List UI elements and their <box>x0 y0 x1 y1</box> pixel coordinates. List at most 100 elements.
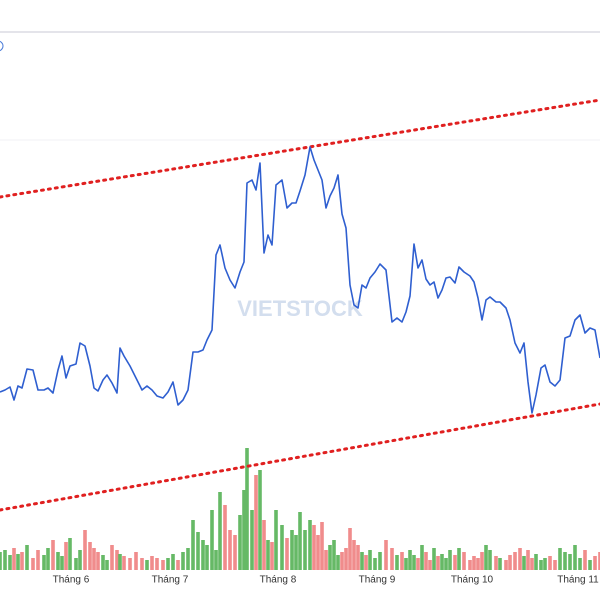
volume-bar <box>583 550 587 570</box>
volume-bar <box>344 548 348 570</box>
volume-bar <box>476 558 480 570</box>
volume-bar <box>436 556 440 570</box>
volume-bar <box>498 558 502 570</box>
volume-bar <box>440 554 444 570</box>
volume-bar <box>553 560 557 570</box>
volume-bar <box>25 545 29 570</box>
trend-line <box>0 402 600 512</box>
volume-bar <box>51 540 55 570</box>
volume-bar <box>134 552 138 570</box>
volume-bar <box>558 548 562 570</box>
volume-bar <box>468 560 472 570</box>
volume-bar <box>539 560 543 570</box>
x-tick-label: Tháng 6 <box>53 575 90 586</box>
volume-bar <box>384 540 388 570</box>
volume-bar <box>60 556 64 570</box>
volume-bar <box>3 550 7 570</box>
volume-bar <box>390 548 394 570</box>
volume-bar <box>171 554 175 570</box>
volume-bar <box>563 552 567 570</box>
volume-bar <box>420 545 424 570</box>
volume-bar <box>504 560 508 570</box>
volume-bar <box>0 552 2 570</box>
volume-bar <box>122 556 126 570</box>
x-tick-label: Tháng 11 <box>557 575 599 586</box>
volume-bar <box>432 548 436 570</box>
volume-bar <box>155 558 159 570</box>
volume-bar <box>68 538 72 570</box>
volume-bar <box>145 560 149 570</box>
volume-bar <box>324 550 328 570</box>
volume-bar <box>494 556 498 570</box>
volume-bar <box>196 532 200 570</box>
volume-bar <box>352 540 356 570</box>
volume-bar <box>428 560 432 570</box>
volume-bar <box>56 552 60 570</box>
volume-bar <box>412 555 416 570</box>
volume-bar <box>92 548 96 570</box>
volume-bar <box>360 552 364 570</box>
volume-bar <box>166 558 170 570</box>
volume-bar <box>312 525 316 570</box>
volume-bar <box>588 560 592 570</box>
volume-bar <box>480 552 484 570</box>
volume-bar <box>42 555 46 570</box>
volume-bar <box>472 556 476 570</box>
volume-bar <box>115 550 119 570</box>
volume-bar <box>223 505 227 570</box>
volume-bar <box>258 470 262 570</box>
volume-bar <box>513 552 517 570</box>
volume-bar <box>233 535 237 570</box>
volume-bar <box>270 542 274 570</box>
volume-bar <box>424 552 428 570</box>
volume-bar <box>83 530 87 570</box>
volume-bar <box>530 558 534 570</box>
volume-bar <box>280 525 284 570</box>
volume-bar <box>74 558 78 570</box>
volume-bar <box>373 558 377 570</box>
volume-bar <box>543 558 547 570</box>
volume-bar <box>598 552 600 570</box>
volume-bar <box>453 555 457 570</box>
volume-bar <box>290 530 294 570</box>
volume-bar <box>101 555 105 570</box>
volume-bar <box>110 545 114 570</box>
volume-bar <box>205 545 209 570</box>
volume-bar <box>488 550 492 570</box>
volume-bar <box>186 548 190 570</box>
volume-bar <box>46 548 50 570</box>
volume-bar <box>518 548 522 570</box>
volume-bar <box>214 550 218 570</box>
volume-bar <box>340 552 344 570</box>
volume-bar <box>191 520 195 570</box>
volume-bar <box>294 535 298 570</box>
volume-bar <box>242 490 246 570</box>
volume-bar <box>328 545 332 570</box>
volume-bar <box>64 542 68 570</box>
trend-line <box>0 98 600 199</box>
volume-bar <box>118 554 122 570</box>
volume-bar <box>522 556 526 570</box>
volume-bar <box>416 558 420 570</box>
volume-bar <box>408 550 412 570</box>
volume-bar <box>238 515 242 570</box>
volume-bar <box>128 558 132 570</box>
volume-bar <box>320 522 324 570</box>
volume-bar <box>593 556 597 570</box>
volume-bar <box>508 555 512 570</box>
volume-bar <box>262 520 266 570</box>
volume-bar <box>308 520 312 570</box>
volume-bar <box>210 510 214 570</box>
volume-bar <box>285 538 289 570</box>
volume-bar <box>274 510 278 570</box>
volume-bar <box>395 555 399 570</box>
volume-bar <box>16 554 20 570</box>
volume-bar <box>140 558 144 570</box>
price-line <box>0 146 600 414</box>
volume-bar <box>548 556 552 570</box>
volume-bar <box>448 550 452 570</box>
volume-bar <box>31 558 35 570</box>
volume-bar <box>96 552 100 570</box>
x-tick-label: Tháng 7 <box>152 575 189 586</box>
